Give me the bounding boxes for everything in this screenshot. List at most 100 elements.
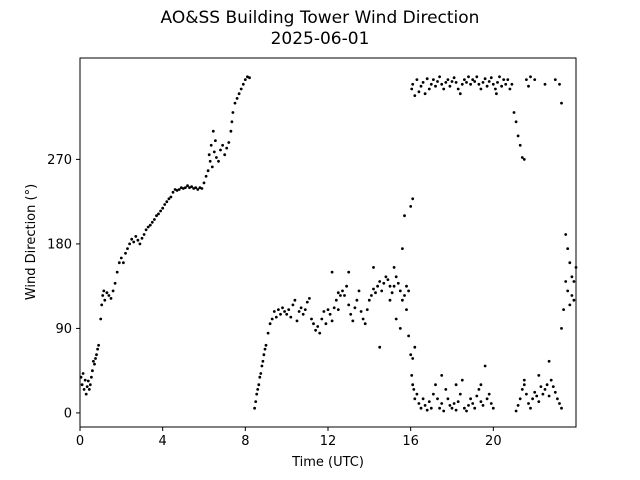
data-point bbox=[305, 300, 309, 304]
data-point bbox=[359, 310, 363, 313]
data-point bbox=[130, 237, 134, 241]
data-point bbox=[570, 275, 574, 279]
y-tick-label: 90 bbox=[55, 322, 72, 337]
data-point bbox=[427, 400, 431, 403]
data-point bbox=[392, 284, 396, 288]
data-point bbox=[465, 409, 468, 413]
data-point bbox=[533, 390, 537, 394]
data-point bbox=[547, 394, 551, 398]
data-point bbox=[467, 404, 470, 407]
data-point bbox=[345, 284, 348, 288]
data-point bbox=[423, 404, 427, 407]
data-point bbox=[386, 278, 390, 281]
data-point bbox=[255, 392, 259, 396]
data-point bbox=[194, 186, 198, 190]
x-axis: 0 4 8 12 16 20 bbox=[76, 427, 502, 449]
data-point bbox=[543, 388, 547, 391]
data-point bbox=[293, 298, 297, 302]
data-point bbox=[211, 129, 215, 133]
data-point bbox=[372, 266, 375, 269]
data-point bbox=[471, 78, 475, 81]
data-point bbox=[126, 247, 129, 251]
data-point bbox=[301, 312, 305, 316]
data-point bbox=[378, 345, 382, 349]
data-point bbox=[341, 289, 344, 293]
x-tick-label: 20 bbox=[485, 434, 502, 449]
data-point bbox=[529, 75, 532, 79]
data-point bbox=[119, 256, 123, 260]
data-point bbox=[535, 394, 539, 398]
data-point bbox=[568, 303, 572, 307]
data-point bbox=[446, 78, 450, 81]
data-point bbox=[425, 77, 429, 81]
data-point bbox=[403, 294, 406, 297]
data-point bbox=[436, 397, 439, 401]
data-point bbox=[157, 212, 160, 216]
data-point bbox=[460, 82, 464, 86]
data-point bbox=[339, 294, 342, 297]
chart-subtitle: 2025-06-01 bbox=[270, 29, 370, 49]
data-point bbox=[153, 218, 156, 221]
data-point bbox=[502, 78, 506, 81]
data-point bbox=[334, 298, 338, 302]
data-point bbox=[452, 76, 456, 80]
data-point bbox=[320, 317, 324, 321]
data-point bbox=[184, 186, 187, 190]
data-point bbox=[215, 156, 218, 159]
data-point bbox=[336, 291, 340, 295]
data-point bbox=[450, 80, 454, 83]
data-point bbox=[303, 308, 307, 311]
data-point bbox=[93, 362, 96, 366]
data-point bbox=[489, 76, 493, 80]
data-point bbox=[289, 315, 293, 319]
data-point bbox=[367, 298, 371, 302]
data-point bbox=[487, 392, 491, 396]
data-point bbox=[506, 78, 510, 81]
data-point bbox=[473, 80, 477, 83]
data-point bbox=[508, 87, 512, 91]
chart-title: AO&SS Building Tower Wind Direction bbox=[160, 8, 480, 28]
data-point bbox=[463, 78, 466, 81]
data-point bbox=[260, 364, 264, 368]
data-point bbox=[394, 317, 398, 321]
data-point bbox=[396, 281, 400, 285]
data-points bbox=[79, 75, 578, 413]
data-point bbox=[487, 80, 491, 83]
data-point bbox=[491, 82, 495, 86]
data-point bbox=[531, 397, 534, 401]
data-point bbox=[440, 82, 444, 86]
data-point bbox=[231, 111, 235, 114]
data-point bbox=[401, 247, 404, 251]
data-point bbox=[274, 315, 278, 319]
data-point bbox=[413, 94, 417, 97]
data-point bbox=[456, 400, 460, 403]
y-axis: 0 90 180 270 bbox=[47, 153, 80, 421]
data-point bbox=[562, 308, 565, 311]
data-point bbox=[516, 134, 520, 138]
data-point bbox=[82, 388, 86, 391]
data-point bbox=[429, 406, 433, 410]
data-point bbox=[547, 359, 551, 363]
data-point bbox=[107, 294, 111, 297]
data-point bbox=[167, 197, 171, 201]
data-point bbox=[355, 298, 359, 302]
data-point bbox=[171, 190, 175, 194]
data-point bbox=[463, 406, 466, 410]
data-point bbox=[95, 353, 98, 357]
x-tick-label: 4 bbox=[159, 434, 167, 449]
data-point bbox=[518, 397, 522, 401]
data-point bbox=[407, 334, 410, 338]
data-point bbox=[384, 275, 388, 279]
data-point bbox=[398, 289, 402, 293]
data-point bbox=[452, 402, 456, 405]
data-point bbox=[263, 347, 267, 351]
data-point bbox=[469, 82, 472, 86]
data-point bbox=[376, 284, 379, 288]
data-point bbox=[415, 392, 419, 396]
data-point bbox=[411, 383, 415, 387]
data-point bbox=[227, 141, 231, 144]
data-point bbox=[394, 275, 398, 279]
data-point bbox=[159, 209, 163, 213]
data-point bbox=[270, 317, 274, 321]
data-point bbox=[516, 404, 520, 407]
